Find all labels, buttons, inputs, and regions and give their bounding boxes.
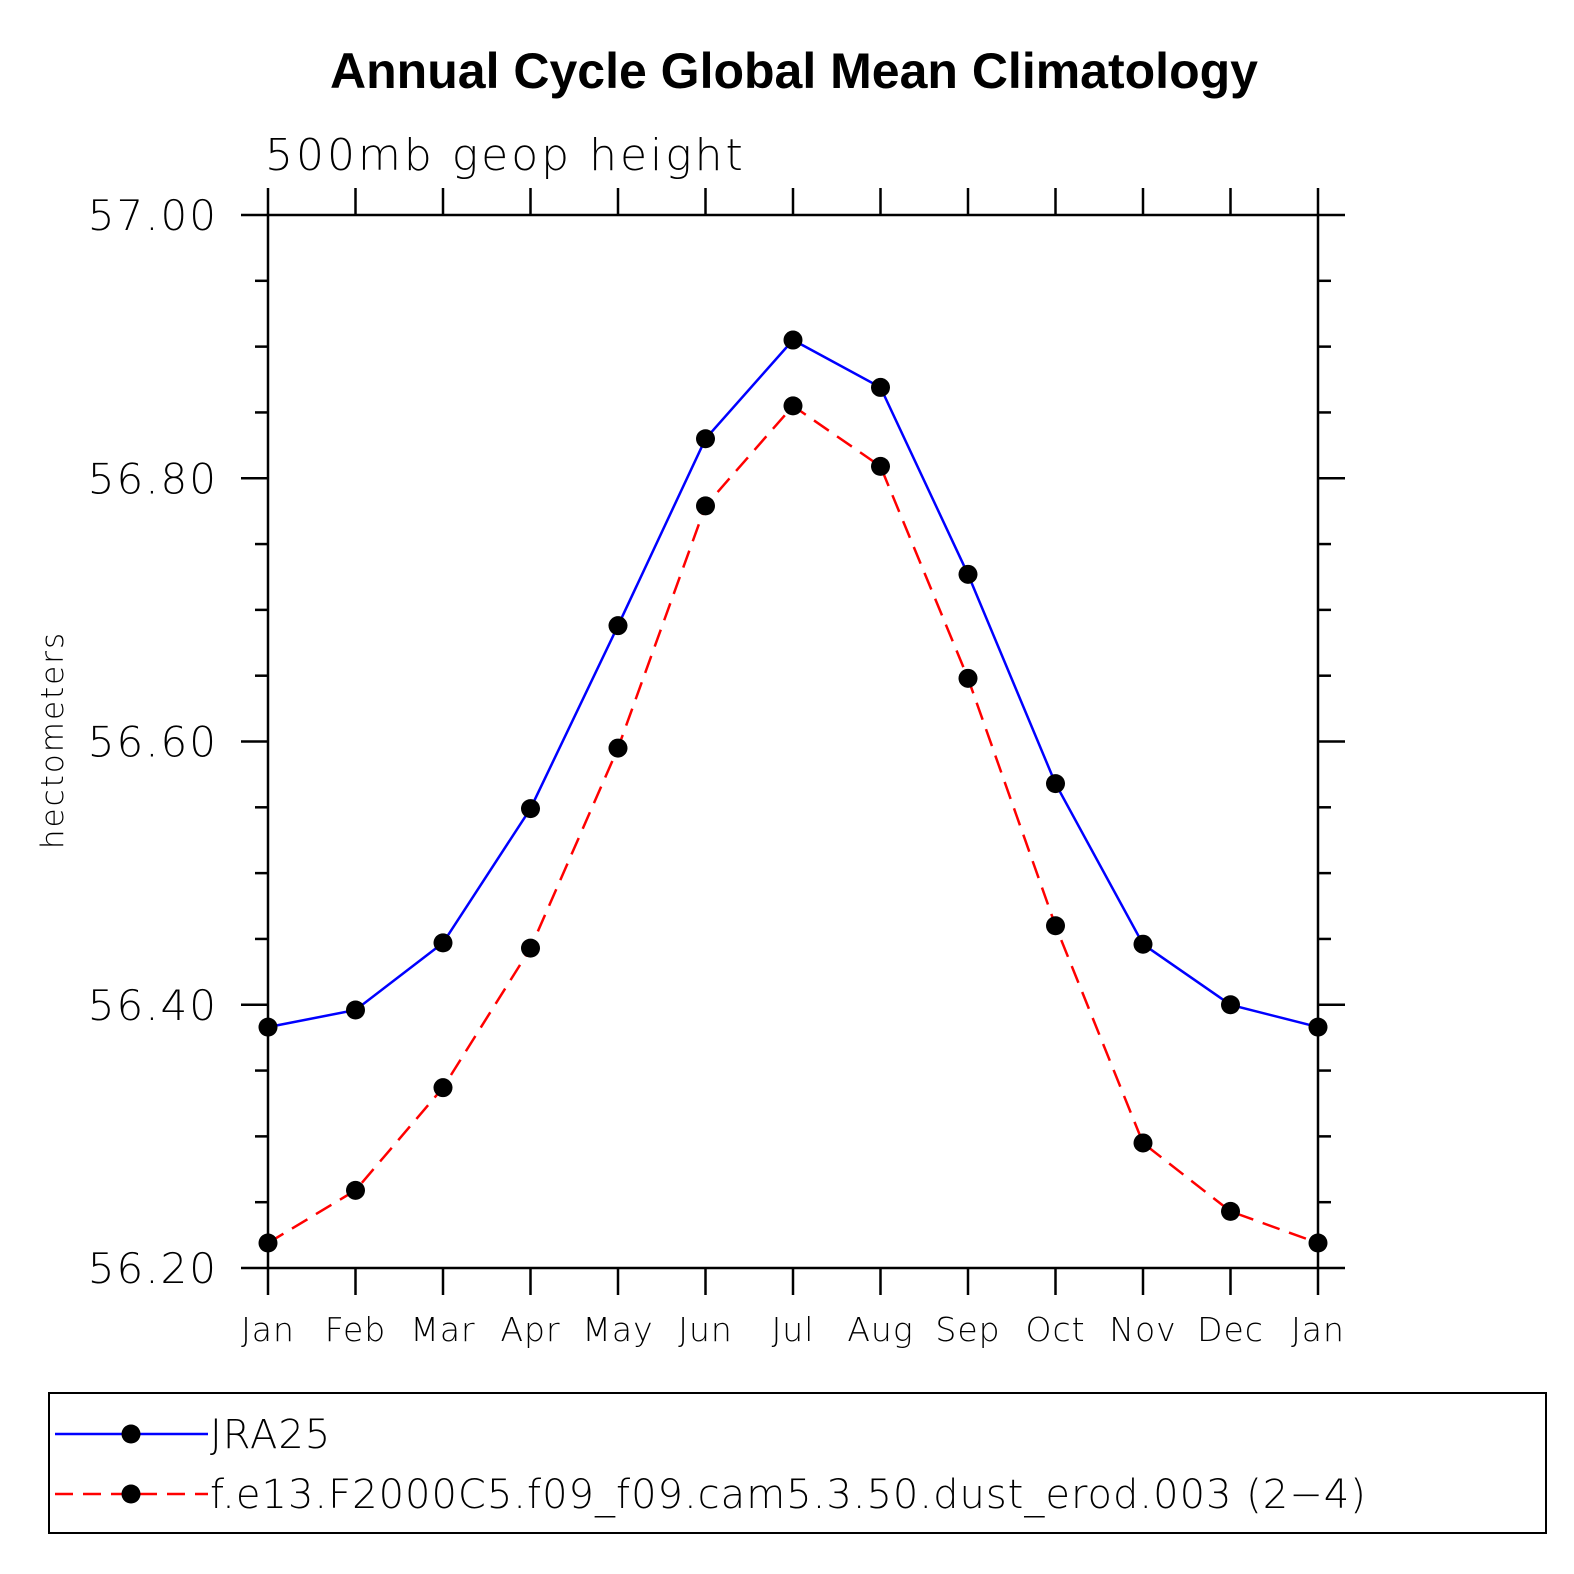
data-point-series-1: [521, 938, 540, 958]
legend-box: [48, 1392, 1547, 1534]
data-point-series-1: [433, 1078, 453, 1098]
data-point-series-0: [958, 564, 978, 584]
x-tick-label: Dec: [1197, 1310, 1264, 1349]
series-lines: [267, 338, 1319, 1245]
x-tick-label: Jan: [1291, 1310, 1345, 1349]
data-point-series-0: [1308, 1017, 1328, 1037]
data-point-series-1: [346, 1180, 365, 1200]
x-tick-label: Apr: [500, 1310, 560, 1349]
legend-label-0: JRA25: [210, 1412, 331, 1458]
data-point-series-0: [871, 377, 890, 397]
x-tick-label: May: [582, 1310, 653, 1349]
y-tick-label: 56.60: [88, 718, 218, 767]
x-tick-label: Feb: [325, 1310, 386, 1349]
legend-marker-0: [121, 1424, 141, 1444]
data-point-series-0: [608, 616, 628, 636]
series-line-0: [267, 338, 1319, 1029]
x-tick-label: Oct: [1025, 1310, 1085, 1349]
data-point-series-1: [1308, 1233, 1328, 1253]
y-tick-label: 56.40: [88, 981, 218, 1030]
data-point-series-0: [433, 933, 453, 953]
data-point-series-0: [1046, 774, 1065, 794]
chart-subtitle: 500mb geop height: [265, 130, 746, 181]
data-point-series-1: [871, 456, 890, 476]
x-tick-label: Mar: [410, 1310, 475, 1349]
data-point-series-0: [521, 799, 540, 819]
legend-label-1: f.e13.F2000C5.f09_f09.cam5.3.50.dust_ero…: [210, 1472, 1367, 1518]
legend-marker-1: [121, 1484, 141, 1504]
series-line-1: [267, 404, 1319, 1245]
data-point-series-1: [608, 738, 628, 758]
chart-title: Annual Cycle Global Mean Climatology: [330, 43, 1258, 99]
legend: JRA25 f.e13.F2000C5.f09_f09.cam5.3.50.dus…: [48, 1392, 1547, 1534]
data-point-series-0: [346, 1000, 365, 1020]
series-markers: [258, 330, 1328, 1253]
data-point-series-1: [1221, 1201, 1240, 1221]
data-point-series-0: [1221, 995, 1240, 1015]
x-tick-label: Jul: [772, 1310, 815, 1349]
y-axis-label: hectometers: [35, 631, 71, 849]
data-point-series-0: [783, 330, 803, 350]
data-point-series-1: [696, 496, 715, 516]
x-tick-label: Jan: [241, 1310, 295, 1349]
data-point-series-1: [783, 396, 803, 416]
x-tick-label: Nov: [1109, 1310, 1176, 1349]
x-tick-label: Jun: [678, 1310, 733, 1349]
y-tick-label: 57.00: [88, 191, 218, 240]
x-tick-label: Sep: [935, 1310, 1000, 1349]
plot-axes: 56.20 56.40 56.60 56.80 57.00 Jan Feb Mar Apr May…: [88, 188, 1345, 1349]
x-tick-label: Aug: [847, 1310, 913, 1349]
data-point-series-1: [958, 668, 978, 688]
y-tick-label: 56.80: [88, 454, 218, 503]
data-point-series-1: [1133, 1133, 1153, 1153]
data-point-series-0: [1133, 934, 1153, 954]
data-point-series-0: [258, 1017, 278, 1037]
data-point-series-1: [258, 1233, 278, 1253]
y-tick-label: 56.20: [88, 1244, 218, 1293]
data-point-series-0: [696, 429, 715, 449]
data-point-series-1: [1046, 916, 1065, 936]
